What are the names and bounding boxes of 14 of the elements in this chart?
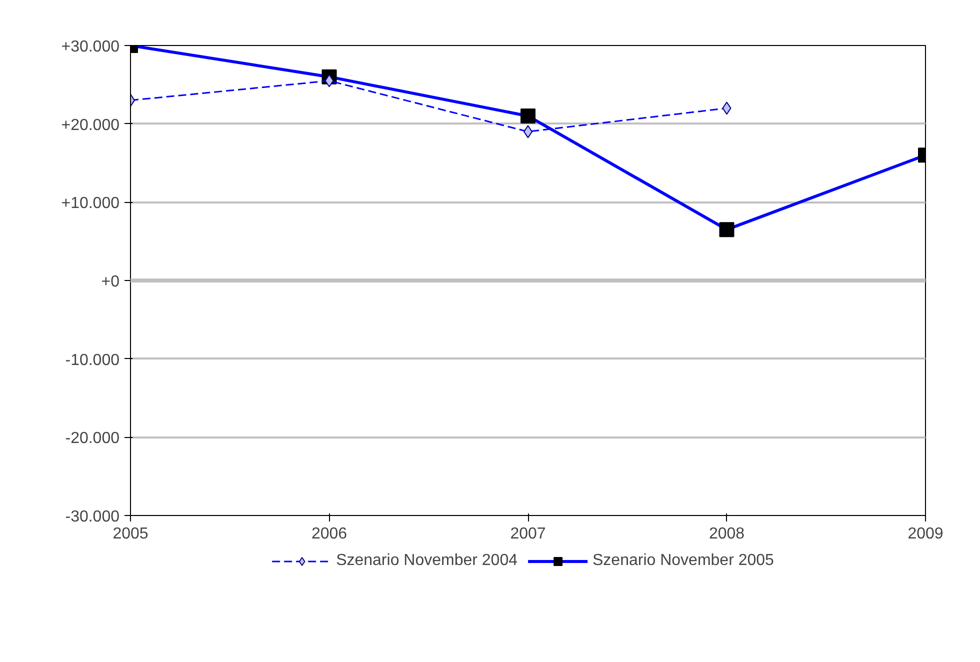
x-tick-label: 2008 — [708, 526, 745, 542]
y-tick-label: -20.000 — [65, 430, 120, 448]
y-tick-label: -30.000 — [65, 508, 120, 526]
y-tick-label: +30.000 — [61, 38, 120, 56]
y-tick-label: +10.000 — [61, 195, 120, 212]
y-tick-label: +0 — [101, 274, 120, 290]
y-tick-label: +20.000 — [61, 116, 120, 134]
legend-label: Szenario November 2004 — [336, 552, 518, 570]
x-tick-label: 2006 — [311, 526, 348, 542]
legend-label: Szenario November 2005 — [592, 552, 774, 570]
x-tick-label: 2007 — [510, 526, 546, 542]
y-tick-label: -10.000 — [65, 352, 120, 369]
x-tick-label: 2005 — [112, 526, 148, 542]
x-tick-label: 2009 — [908, 526, 944, 542]
